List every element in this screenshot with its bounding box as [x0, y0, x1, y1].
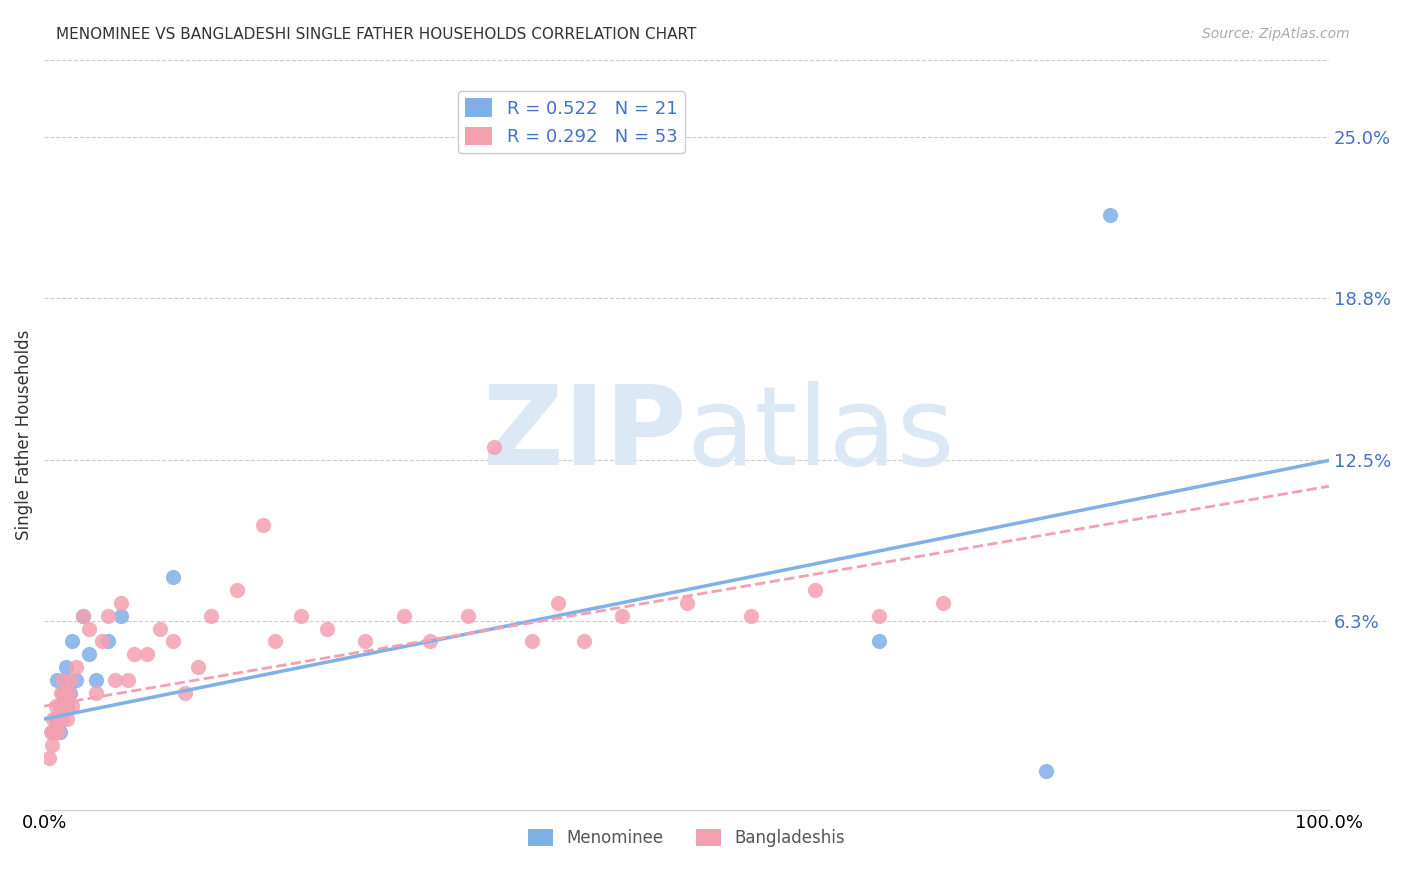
Point	[932, 596, 955, 610]
Point	[77, 648, 100, 662]
Point	[482, 441, 505, 455]
Point	[1099, 208, 1122, 222]
Point	[174, 686, 197, 700]
Point	[84, 686, 107, 700]
Point	[122, 648, 145, 662]
Point	[354, 634, 377, 648]
Legend: R = 0.522   N = 21, R = 0.292   N = 53: R = 0.522 N = 21, R = 0.292 N = 53	[458, 91, 685, 153]
Point	[84, 673, 107, 688]
Point	[264, 634, 287, 648]
Point	[48, 699, 70, 714]
Point	[59, 686, 82, 700]
Point	[572, 634, 595, 648]
Text: ZIP: ZIP	[484, 381, 686, 488]
Point	[110, 608, 132, 623]
Point	[49, 686, 72, 700]
Point	[53, 673, 76, 688]
Point	[419, 634, 441, 648]
Point	[55, 660, 77, 674]
Point	[52, 673, 75, 688]
Point	[522, 634, 544, 648]
Point	[804, 582, 827, 597]
Point	[72, 608, 94, 623]
Point	[59, 673, 82, 688]
Point	[77, 622, 100, 636]
Text: atlas: atlas	[686, 381, 955, 488]
Point	[44, 725, 66, 739]
Point	[60, 634, 83, 648]
Point	[162, 634, 184, 648]
Point	[868, 634, 890, 648]
Point	[149, 622, 172, 636]
Point	[315, 622, 337, 636]
Point	[41, 738, 63, 752]
Point	[55, 699, 77, 714]
Point	[46, 725, 69, 739]
Point	[38, 751, 60, 765]
Point	[49, 699, 72, 714]
Text: MENOMINEE VS BANGLADESHI SINGLE FATHER HOUSEHOLDS CORRELATION CHART: MENOMINEE VS BANGLADESHI SINGLE FATHER H…	[56, 27, 696, 42]
Point	[45, 699, 67, 714]
Point	[200, 608, 222, 623]
Point	[135, 648, 157, 662]
Point	[45, 712, 67, 726]
Point	[290, 608, 312, 623]
Point	[392, 608, 415, 623]
Point	[97, 608, 120, 623]
Point	[56, 712, 79, 726]
Point	[162, 570, 184, 584]
Point	[97, 634, 120, 648]
Point	[252, 518, 274, 533]
Point	[58, 686, 80, 700]
Point	[46, 673, 69, 688]
Point	[1035, 764, 1057, 778]
Point	[65, 673, 87, 688]
Point	[868, 608, 890, 623]
Point	[51, 712, 73, 726]
Point	[42, 712, 65, 726]
Point	[187, 660, 209, 674]
Point	[46, 712, 69, 726]
Point	[675, 596, 697, 610]
Point	[104, 673, 127, 688]
Point	[547, 596, 569, 610]
Point	[42, 725, 65, 739]
Point	[60, 699, 83, 714]
Y-axis label: Single Father Households: Single Father Households	[15, 329, 32, 540]
Text: Source: ZipAtlas.com: Source: ZipAtlas.com	[1202, 27, 1350, 41]
Point	[56, 699, 79, 714]
Point	[52, 686, 75, 700]
Point	[457, 608, 479, 623]
Point	[72, 608, 94, 623]
Point	[117, 673, 139, 688]
Point	[65, 660, 87, 674]
Point	[740, 608, 762, 623]
Point	[225, 582, 247, 597]
Point	[110, 596, 132, 610]
Point	[90, 634, 112, 648]
Point	[48, 725, 70, 739]
Point	[53, 686, 76, 700]
Point	[612, 608, 634, 623]
Point	[39, 725, 62, 739]
